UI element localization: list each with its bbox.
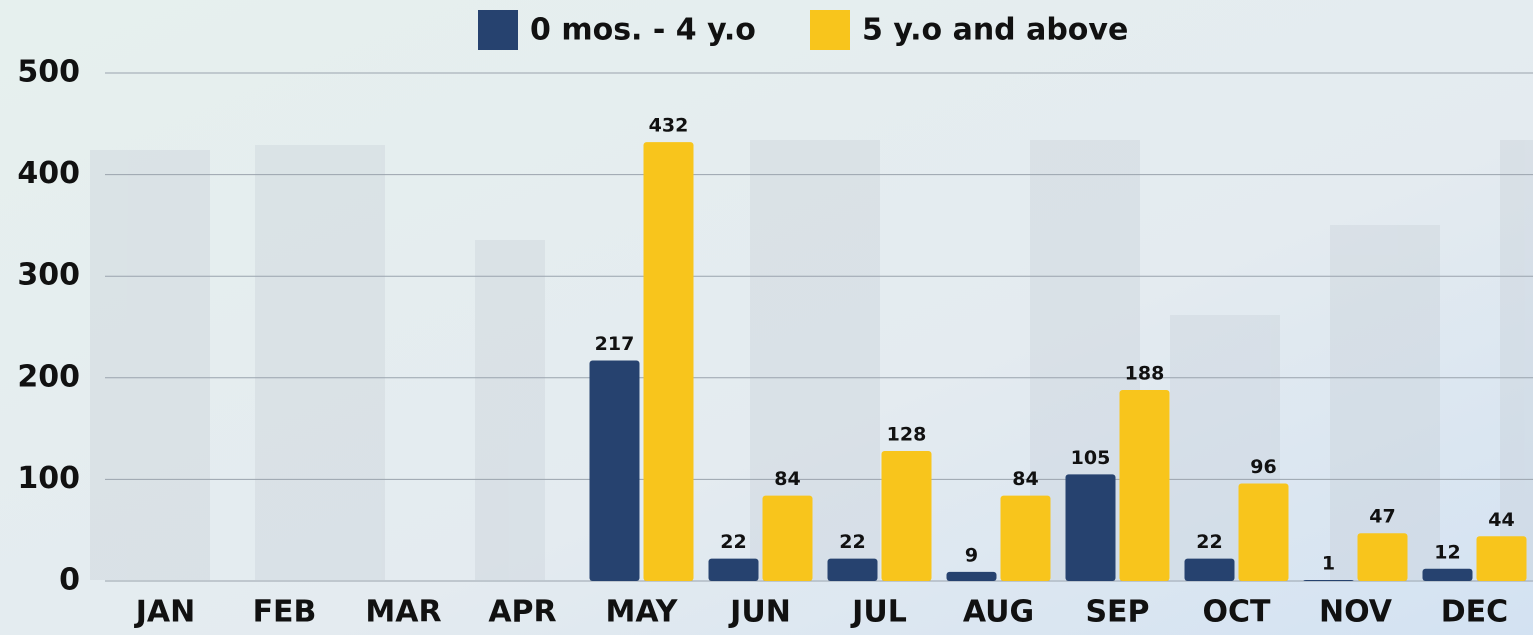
x-tick-label: JUN	[728, 595, 791, 630]
bar	[1066, 474, 1116, 581]
bar	[828, 559, 878, 581]
value-label: 47	[1369, 506, 1395, 528]
x-tick-label: NOV	[1319, 595, 1393, 630]
value-label: 22	[720, 531, 746, 553]
x-tick-label: JAN	[134, 595, 196, 630]
y-tick-label: 300	[17, 258, 80, 293]
bar	[1120, 390, 1170, 581]
legend-label: 5 y.o and above	[862, 13, 1128, 48]
y-tick-label: 0	[59, 563, 80, 598]
y-tick-label: 500	[17, 55, 80, 90]
value-label: 22	[839, 531, 865, 553]
legend-swatch	[810, 10, 850, 50]
bar	[882, 451, 932, 581]
bar	[947, 572, 997, 581]
bar	[1358, 533, 1408, 581]
value-label: 84	[1012, 468, 1038, 490]
value-label: 84	[774, 468, 800, 490]
x-tick-label: MAY	[606, 595, 679, 630]
bar	[709, 559, 759, 581]
y-tick-label: 200	[17, 359, 80, 394]
x-tick-label: APR	[488, 595, 556, 630]
x-tick-label: FEB	[253, 595, 317, 630]
value-label: 96	[1250, 456, 1276, 478]
bar	[763, 496, 813, 581]
y-tick-label: 400	[17, 156, 80, 191]
chart: 0 100 200 300 400 500 0 mos. - 4 y.o 5 y.o and …	[0, 0, 1533, 635]
y-tick-label: 100	[17, 461, 80, 496]
bar	[1477, 536, 1527, 581]
x-tick-label: SEP	[1085, 595, 1149, 630]
bar	[644, 142, 694, 581]
x-tick-label: MAR	[365, 595, 441, 630]
bar	[1423, 569, 1473, 581]
value-label: 432	[649, 115, 689, 137]
bar	[590, 361, 640, 581]
x-tick-label: JUL	[850, 595, 907, 630]
value-label: 217	[595, 333, 635, 355]
bar	[1185, 559, 1235, 581]
legend-swatch	[478, 10, 518, 50]
value-label: 105	[1071, 447, 1111, 469]
bar	[1304, 580, 1354, 581]
legend-label: 0 mos. - 4 y.o	[530, 13, 756, 48]
bar	[1239, 483, 1289, 581]
value-label: 44	[1488, 509, 1514, 531]
value-label: 9	[965, 544, 978, 566]
x-tick-label: OCT	[1203, 595, 1272, 630]
x-tick-label: DEC	[1441, 595, 1508, 630]
value-label: 22	[1196, 531, 1222, 553]
value-label: 12	[1434, 541, 1460, 563]
value-label: 128	[887, 423, 927, 445]
value-label: 188	[1125, 362, 1165, 384]
x-tick-label: AUG	[963, 595, 1034, 630]
page: {"chart_data": {"type": "bar", "categori…	[0, 0, 1533, 635]
value-label: 1	[1322, 552, 1335, 574]
bar	[1001, 496, 1051, 581]
